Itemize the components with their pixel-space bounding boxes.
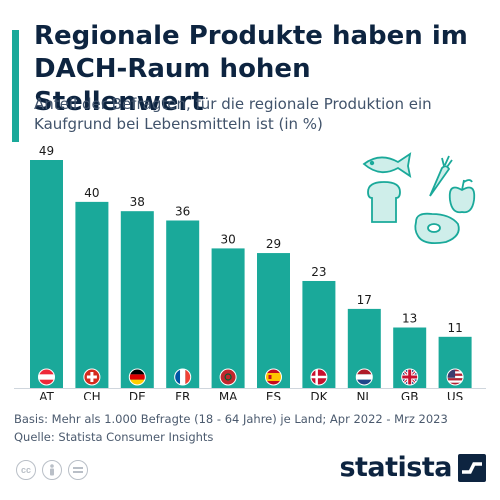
chart-footer: Basis: Mehr als 1.000 Befragte (18 - 64 … [14, 410, 484, 446]
nd-icon[interactable] [68, 460, 88, 480]
bar-ma[interactable] [211, 248, 245, 388]
value-label-ch: 40 [84, 186, 99, 200]
uk-flag-icon [401, 368, 419, 386]
category-label-at: AT [39, 390, 54, 400]
bar-fr[interactable] [166, 220, 200, 388]
statista-brand[interactable]: statista [339, 452, 486, 483]
value-label-de: 38 [130, 195, 145, 209]
germany-flag-icon [128, 368, 146, 386]
category-label-us: US [447, 390, 463, 400]
carrot-icon [429, 155, 453, 197]
bar-es[interactable] [257, 253, 290, 388]
value-label-nl: 17 [357, 293, 372, 307]
cc-icon[interactable]: cc [16, 460, 36, 480]
footer-source: Quelle: Statista Consumer Insights [14, 430, 214, 444]
bar-chart: 49 AT 40 CH 38 DE 36 FR 30 MA 29 ES 23 DK 17 NL 13 GB 11 US [14, 144, 486, 400]
value-label-fr: 36 [175, 204, 190, 218]
chart-title: Regionale Produkte haben im DACH-Raum ho… [34, 21, 468, 117]
category-label-ma: MA [219, 390, 238, 400]
category-label-de: DE [129, 390, 146, 400]
netherlands-flag-icon [355, 368, 373, 386]
bar-at[interactable] [30, 160, 63, 388]
bar-ch[interactable] [75, 201, 109, 388]
chart-subtitle: Anteil der Befragten, für die regionale … [34, 95, 432, 133]
title-accent-bar [12, 30, 19, 142]
statista-logo-icon [458, 453, 486, 482]
bar-de[interactable] [120, 211, 154, 388]
by-icon[interactable] [42, 460, 62, 480]
category-label-ch: CH [83, 390, 100, 400]
brand-name: statista [339, 452, 452, 483]
value-label-us: 11 [447, 321, 462, 335]
bread-icon [367, 181, 401, 223]
category-label-gb: GB [401, 390, 419, 400]
morocco-flag-icon [219, 368, 237, 386]
denmark-flag-icon [310, 368, 328, 386]
category-label-fr: FR [175, 390, 190, 400]
value-label-ma: 30 [220, 232, 235, 246]
switzerland-flag-icon [83, 368, 101, 386]
france-flag-icon [174, 368, 192, 386]
apple-icon [448, 179, 476, 214]
category-label-es: ES [266, 390, 281, 400]
usa-flag-icon [446, 368, 464, 386]
food-icons [362, 152, 476, 245]
austria-flag-icon [38, 368, 55, 386]
value-label-gb: 13 [402, 312, 417, 326]
value-label-es: 29 [266, 237, 281, 251]
value-label-dk: 23 [311, 265, 326, 279]
license-icons: cc [16, 460, 88, 480]
value-label-at: 49 [39, 144, 54, 158]
category-label-nl: NL [356, 390, 372, 400]
spain-flag-icon [265, 368, 282, 386]
footer-basis: Basis: Mehr als 1.000 Befragte (18 - 64 … [14, 412, 448, 426]
meat-icon [414, 212, 460, 245]
fish-icon [362, 152, 412, 178]
category-label-dk: DK [310, 390, 328, 400]
